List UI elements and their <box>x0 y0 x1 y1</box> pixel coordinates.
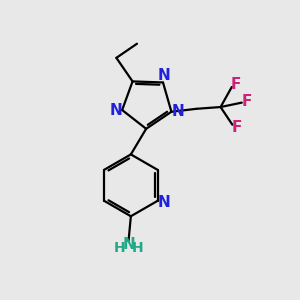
Text: N: N <box>109 103 122 118</box>
Text: F: F <box>232 120 242 135</box>
Text: N: N <box>158 195 170 210</box>
Text: N: N <box>172 104 184 119</box>
Text: H: H <box>114 241 125 255</box>
Text: N: N <box>122 237 135 252</box>
Text: F: F <box>242 94 252 109</box>
Text: H: H <box>131 241 143 255</box>
Text: N: N <box>158 68 171 83</box>
Text: F: F <box>231 77 242 92</box>
